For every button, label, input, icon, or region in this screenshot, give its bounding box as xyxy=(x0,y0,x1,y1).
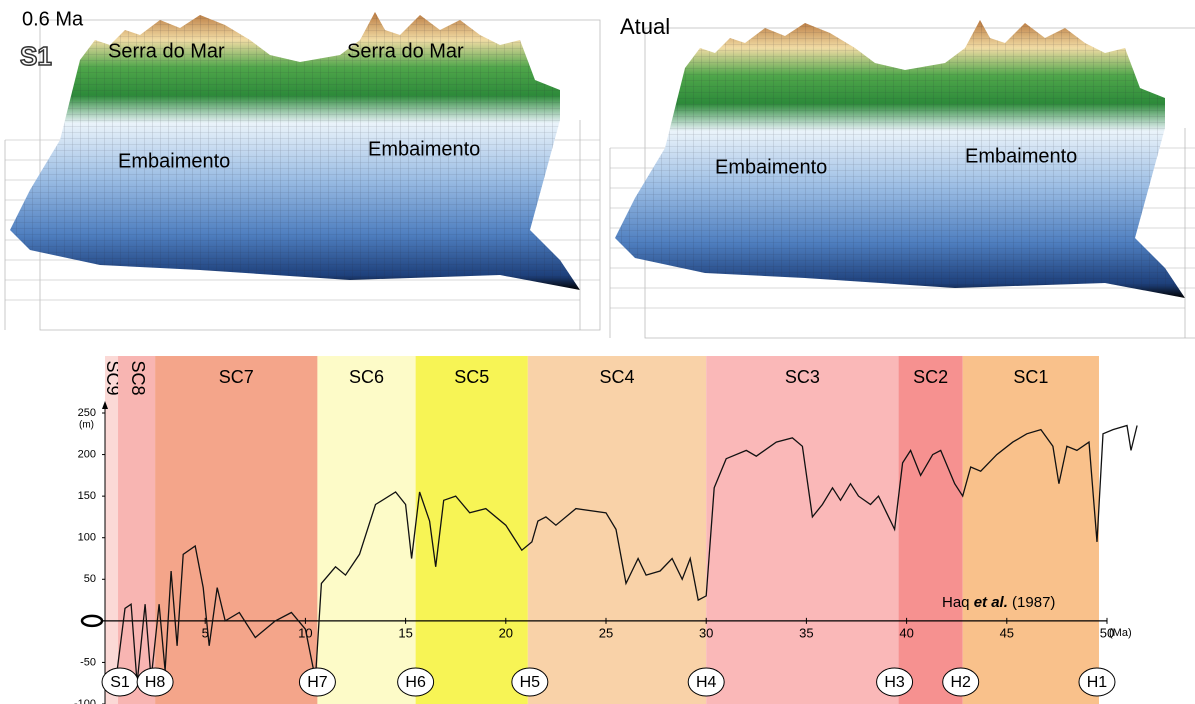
y-tick-label: -50 xyxy=(80,656,96,668)
terrain-label: Serra do Mar xyxy=(347,40,464,62)
panel-age: Atual xyxy=(620,14,670,39)
sequence-band xyxy=(155,356,318,704)
sequence-label: SC1 xyxy=(1013,367,1048,387)
sequence-band xyxy=(962,356,1099,704)
horizon-marker xyxy=(511,667,549,697)
x-tick-label: 50 xyxy=(1100,625,1114,640)
x-tick-label: 20 xyxy=(499,625,513,640)
annotation-part: Haq xyxy=(942,594,974,611)
sea-level-curve xyxy=(114,424,1138,688)
sequence-band xyxy=(415,356,528,704)
horizon-label: H7 xyxy=(307,674,328,691)
x-tick-label: 10 xyxy=(298,625,312,640)
x-tick-label: 25 xyxy=(599,625,613,640)
x-tick-label: 40 xyxy=(899,625,913,640)
terrain-label: Embaimento xyxy=(118,150,230,172)
sequence-label: SC2 xyxy=(913,367,948,387)
annotation-part: et al. xyxy=(974,594,1008,611)
y-axis-arrow xyxy=(102,401,108,409)
y-axis-label: (m) xyxy=(79,420,94,431)
annotation: Haq et al. (1987) xyxy=(942,594,1055,611)
sequence-band xyxy=(898,356,963,704)
sequence-label: SC6 xyxy=(349,367,384,387)
x-axis-label: (Ma) xyxy=(1109,627,1132,639)
y-tick-label: 50 xyxy=(84,573,96,585)
horizon-label: H8 xyxy=(145,674,166,691)
sequence-label: SC9 xyxy=(103,360,123,395)
horizon-label: H3 xyxy=(884,674,905,691)
y-tick-label: 200 xyxy=(78,448,96,460)
horizon-label: H2 xyxy=(950,674,971,691)
sequence-label: SC5 xyxy=(454,367,489,387)
sequence-label: SC3 xyxy=(785,367,820,387)
origin-marker xyxy=(80,614,104,628)
panel-age: 0.6 Ma xyxy=(22,8,84,30)
horizon-label: H1 xyxy=(1087,674,1108,691)
horizon-marker xyxy=(298,667,336,697)
horizon-marker xyxy=(876,667,914,697)
sequence-label: SC7 xyxy=(219,367,254,387)
horizon-label: H6 xyxy=(405,674,426,691)
y-tick-label: 250 xyxy=(78,407,96,419)
sequence-label: SC8 xyxy=(128,360,148,395)
annotation-part: (1987) xyxy=(1008,594,1056,611)
horizon-marker xyxy=(687,667,725,697)
y-tick-label: -100 xyxy=(74,698,96,704)
terrain-label: Embaimento xyxy=(715,156,827,178)
horizon-label: H4 xyxy=(696,674,717,691)
terrain-surface xyxy=(609,19,1195,339)
x-tick-label: 45 xyxy=(1000,625,1014,640)
x-tick-label: 35 xyxy=(799,625,813,640)
horizon-marker xyxy=(942,667,980,697)
horizon-marker xyxy=(397,667,435,697)
horizon-marker xyxy=(136,667,174,697)
panel-sequence: S1 xyxy=(20,41,52,71)
sea-level-chart: SC9SC8SC7SC6SC5SC4SC3SC2SC1(m)-100-50050… xyxy=(74,356,1138,704)
terrain-label: Embaimento xyxy=(368,138,480,160)
terrain-surface xyxy=(4,11,601,331)
sequence-band xyxy=(706,356,899,704)
sequence-band xyxy=(317,356,416,704)
horizon-label: H5 xyxy=(520,674,541,691)
x-tick-label: 15 xyxy=(398,625,412,640)
sequence-label: SC4 xyxy=(600,367,635,387)
x-tick-label: 5 xyxy=(202,625,209,640)
horizon-label: S1 xyxy=(110,674,130,691)
sequence-band xyxy=(105,356,119,704)
terrain-label: Serra do Mar xyxy=(108,40,225,62)
y-tick-label: 150 xyxy=(78,490,96,502)
terrain-label: Embaimento xyxy=(965,145,1077,167)
horizon-marker xyxy=(1078,667,1116,697)
x-tick-label: 30 xyxy=(699,625,713,640)
sequence-band xyxy=(527,356,707,704)
y-tick-label: 100 xyxy=(78,532,96,544)
